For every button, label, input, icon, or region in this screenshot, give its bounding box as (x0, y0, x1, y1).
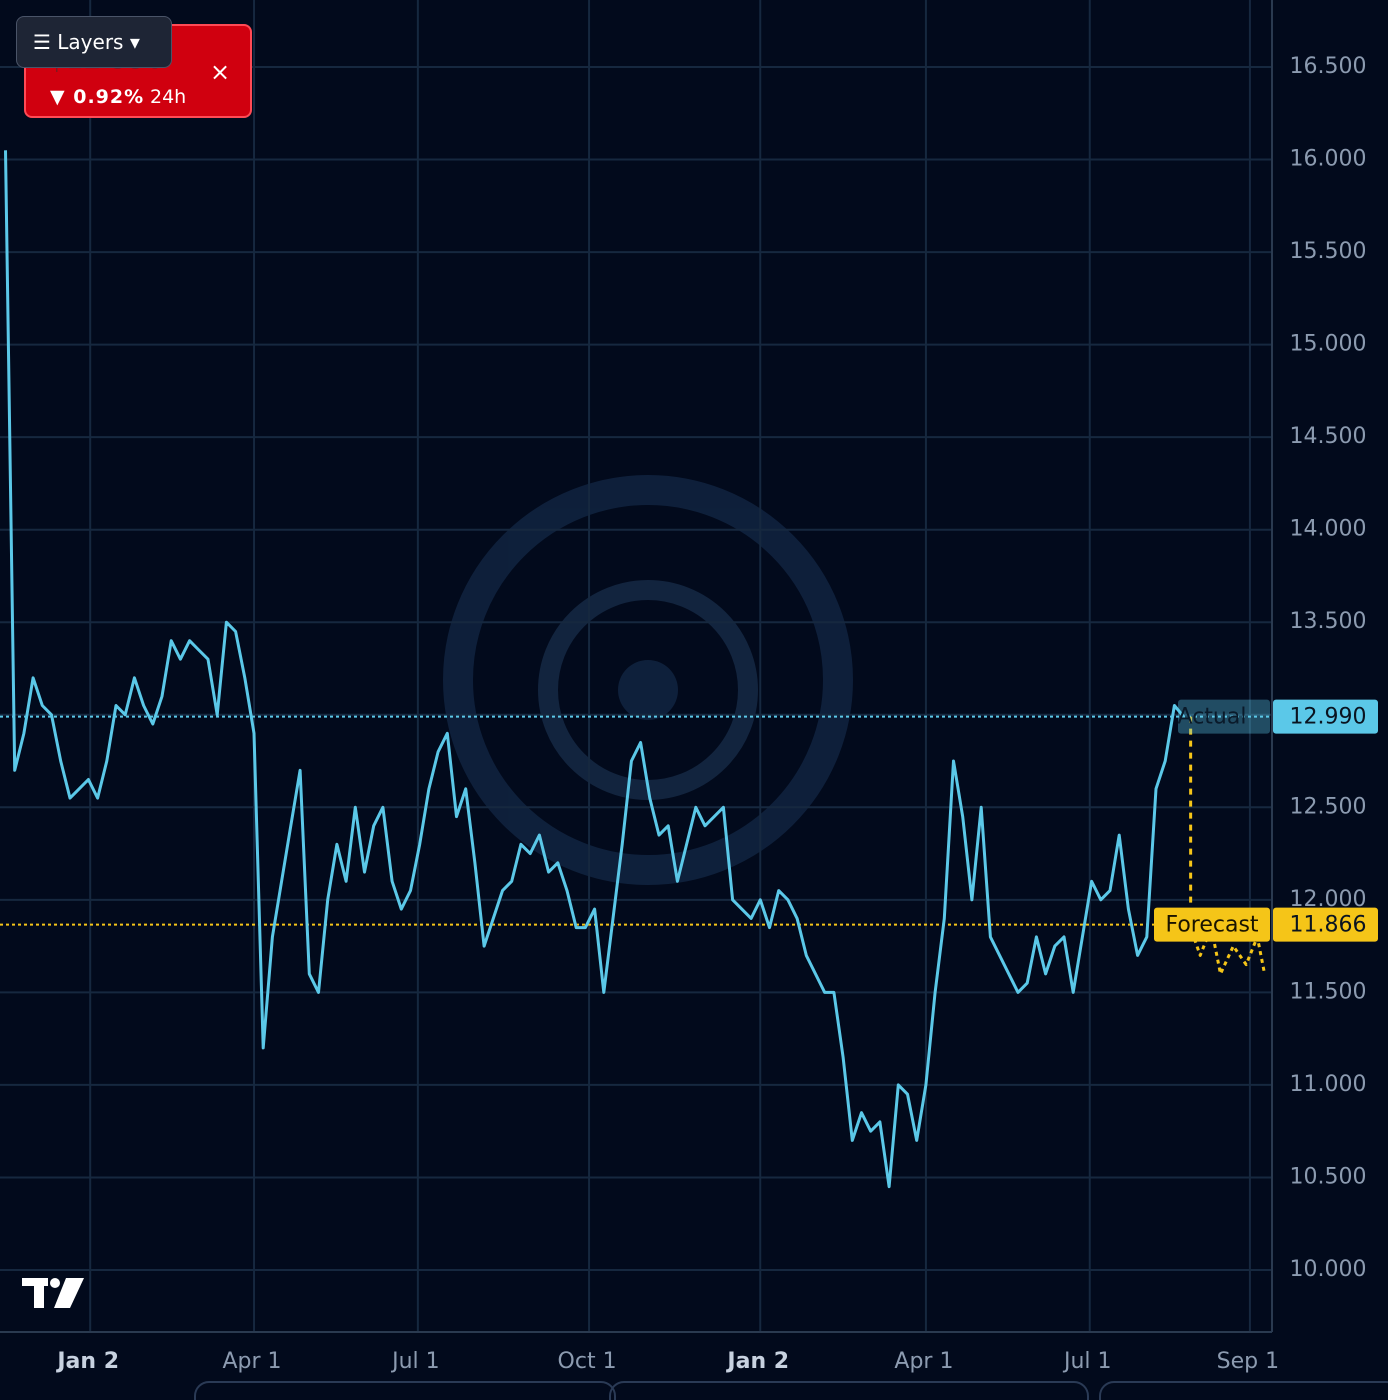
period: 24h (150, 86, 187, 108)
y-tick-label: 14.500 (1290, 424, 1367, 449)
y-tick-label: 11.500 (1290, 979, 1367, 1004)
bottom-bar (194, 1381, 1388, 1400)
x-tick-label: Apr 1 (894, 1349, 953, 1374)
price-tag-bg (1273, 699, 1378, 734)
x-tick-label: Apr 1 (223, 1349, 282, 1374)
price-tag-name: Actual (1178, 705, 1247, 730)
change: ▼ 0.92% (50, 86, 145, 108)
grid (0, 0, 1272, 1332)
price-tag-label: 12.990 (1290, 705, 1367, 730)
price-tag-name: Forecast (1165, 913, 1258, 938)
y-tick-label: 11.000 (1290, 1072, 1367, 1097)
series-line (4, 150, 1185, 1189)
plot (0, 150, 1272, 1189)
y-tick-label: 10.000 (1290, 1257, 1367, 1282)
x-tick-label: Oct 1 (558, 1349, 617, 1374)
price-tag-bg (1273, 907, 1378, 942)
y-tick-label: 14.000 (1290, 517, 1367, 542)
y-tick-label: 16.000 (1290, 147, 1367, 172)
x-tick-label: Jul 1 (1062, 1349, 1112, 1374)
layers-button[interactable]: ☰ Layers ▾ (16, 16, 172, 68)
y-tick-label: 13.500 (1290, 609, 1367, 634)
price-tag-name-bg (1178, 699, 1270, 734)
tv-logo (22, 1278, 84, 1308)
x-tick-label: Sep 1 (1217, 1349, 1279, 1374)
x-tick-label: Jan 2 (725, 1349, 789, 1374)
y-tick-label: 12.500 (1290, 794, 1367, 819)
price-tag-label: 11.866 (1290, 913, 1367, 938)
x-tick-label: Jan 2 (55, 1349, 119, 1374)
y-tick-label: 15.000 (1290, 332, 1367, 357)
price-tag-name-bg (1154, 907, 1270, 942)
y-tick-label: 16.500 (1290, 54, 1367, 79)
close-button[interactable]: × (210, 58, 231, 86)
y-tick-label: 10.500 (1290, 1164, 1367, 1189)
x-tick-label: Jul 1 (390, 1349, 440, 1374)
y-tick-label: 15.500 (1290, 239, 1367, 264)
